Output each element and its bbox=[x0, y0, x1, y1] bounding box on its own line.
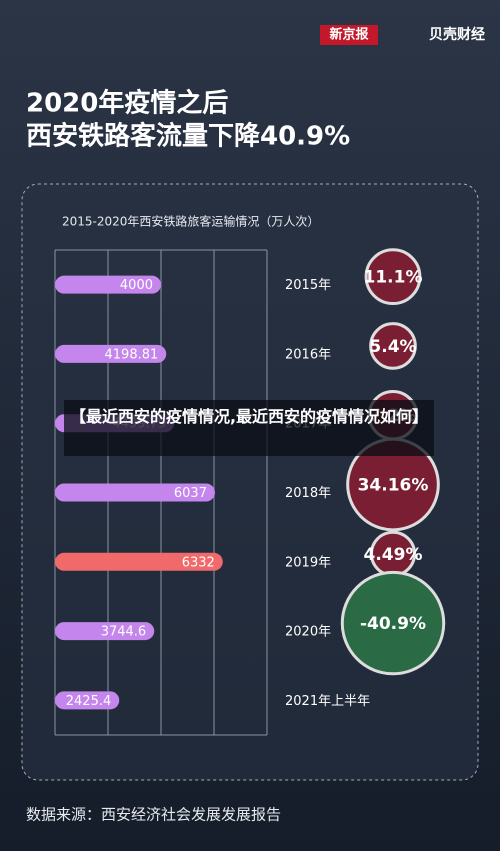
growth-bubble bbox=[364, 248, 422, 306]
subtitle: 2015-2020年西安铁路旅客运输情况（万人次） bbox=[62, 214, 319, 229]
category-label: 2016年 bbox=[285, 347, 331, 362]
bar-label: 6332 bbox=[182, 555, 215, 570]
bar-label: 3744.6 bbox=[101, 625, 147, 640]
growth-bubble bbox=[369, 322, 417, 370]
growth-label: 34.16% bbox=[358, 476, 429, 496]
bar-label: 4198.81 bbox=[105, 347, 159, 362]
growth-label: 5.4% bbox=[369, 337, 416, 357]
banner bbox=[64, 400, 434, 456]
growth-label: -40.9% bbox=[360, 614, 426, 634]
category-label: 2021年上半年 bbox=[285, 694, 370, 709]
bar bbox=[55, 622, 155, 641]
brand-right: 贝壳财经 bbox=[429, 26, 485, 43]
growth-bubble bbox=[340, 570, 446, 676]
title-line: 西安铁路客流量下降40.9% bbox=[26, 121, 350, 152]
bar-label: 6037 bbox=[174, 486, 207, 501]
bar bbox=[55, 483, 215, 502]
banner-holder: 【最近西安的疫情情况,最近西安的疫情情况如何】 bbox=[69, 407, 429, 426]
bar bbox=[55, 344, 167, 363]
title-line: 2020年疫情之后 bbox=[26, 88, 228, 119]
growth-label: 4.49% bbox=[364, 545, 423, 565]
category-label: 2015年 bbox=[285, 278, 331, 293]
source: 数据来源：西安经济社会发展发展报告 bbox=[26, 806, 281, 824]
growth-label: 11.1% bbox=[364, 268, 423, 288]
category-label: 2020年 bbox=[285, 625, 331, 640]
brand-left: 新京报 bbox=[329, 27, 369, 43]
bar bbox=[55, 691, 120, 710]
bar-label: 2425.4 bbox=[66, 694, 112, 709]
bar bbox=[55, 275, 161, 294]
banner-text: 【最近西安的疫情情况,最近西安的疫情情况如何】 bbox=[69, 407, 429, 426]
bar bbox=[55, 552, 223, 571]
category-label: 2019年 bbox=[285, 555, 331, 570]
brand-box bbox=[320, 25, 378, 45]
bar-label: 4000 bbox=[120, 278, 153, 293]
category-label: 2018年 bbox=[285, 486, 331, 501]
